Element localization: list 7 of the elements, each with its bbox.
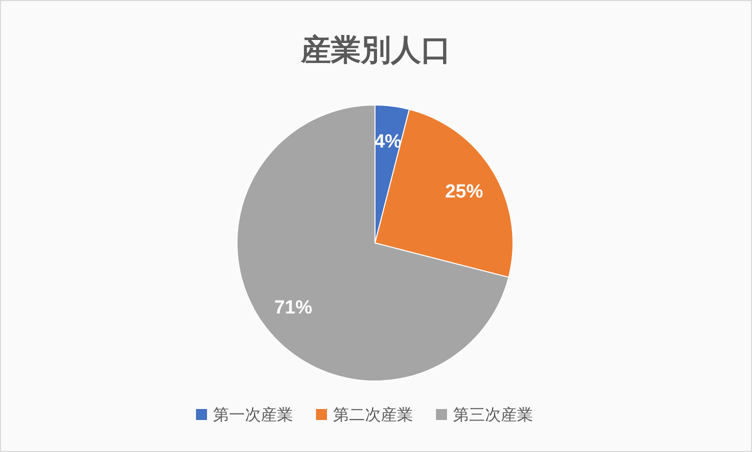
- legend-label: 第一次産業: [213, 406, 293, 424]
- legend-label: 第二次産業: [333, 406, 413, 424]
- legend-label: 第三次産業: [453, 406, 533, 424]
- chart-title: 産業別人口: [300, 33, 451, 67]
- data-label: 4%: [374, 131, 402, 152]
- data-label: 25%: [445, 181, 484, 202]
- data-label: 71%: [274, 297, 312, 318]
